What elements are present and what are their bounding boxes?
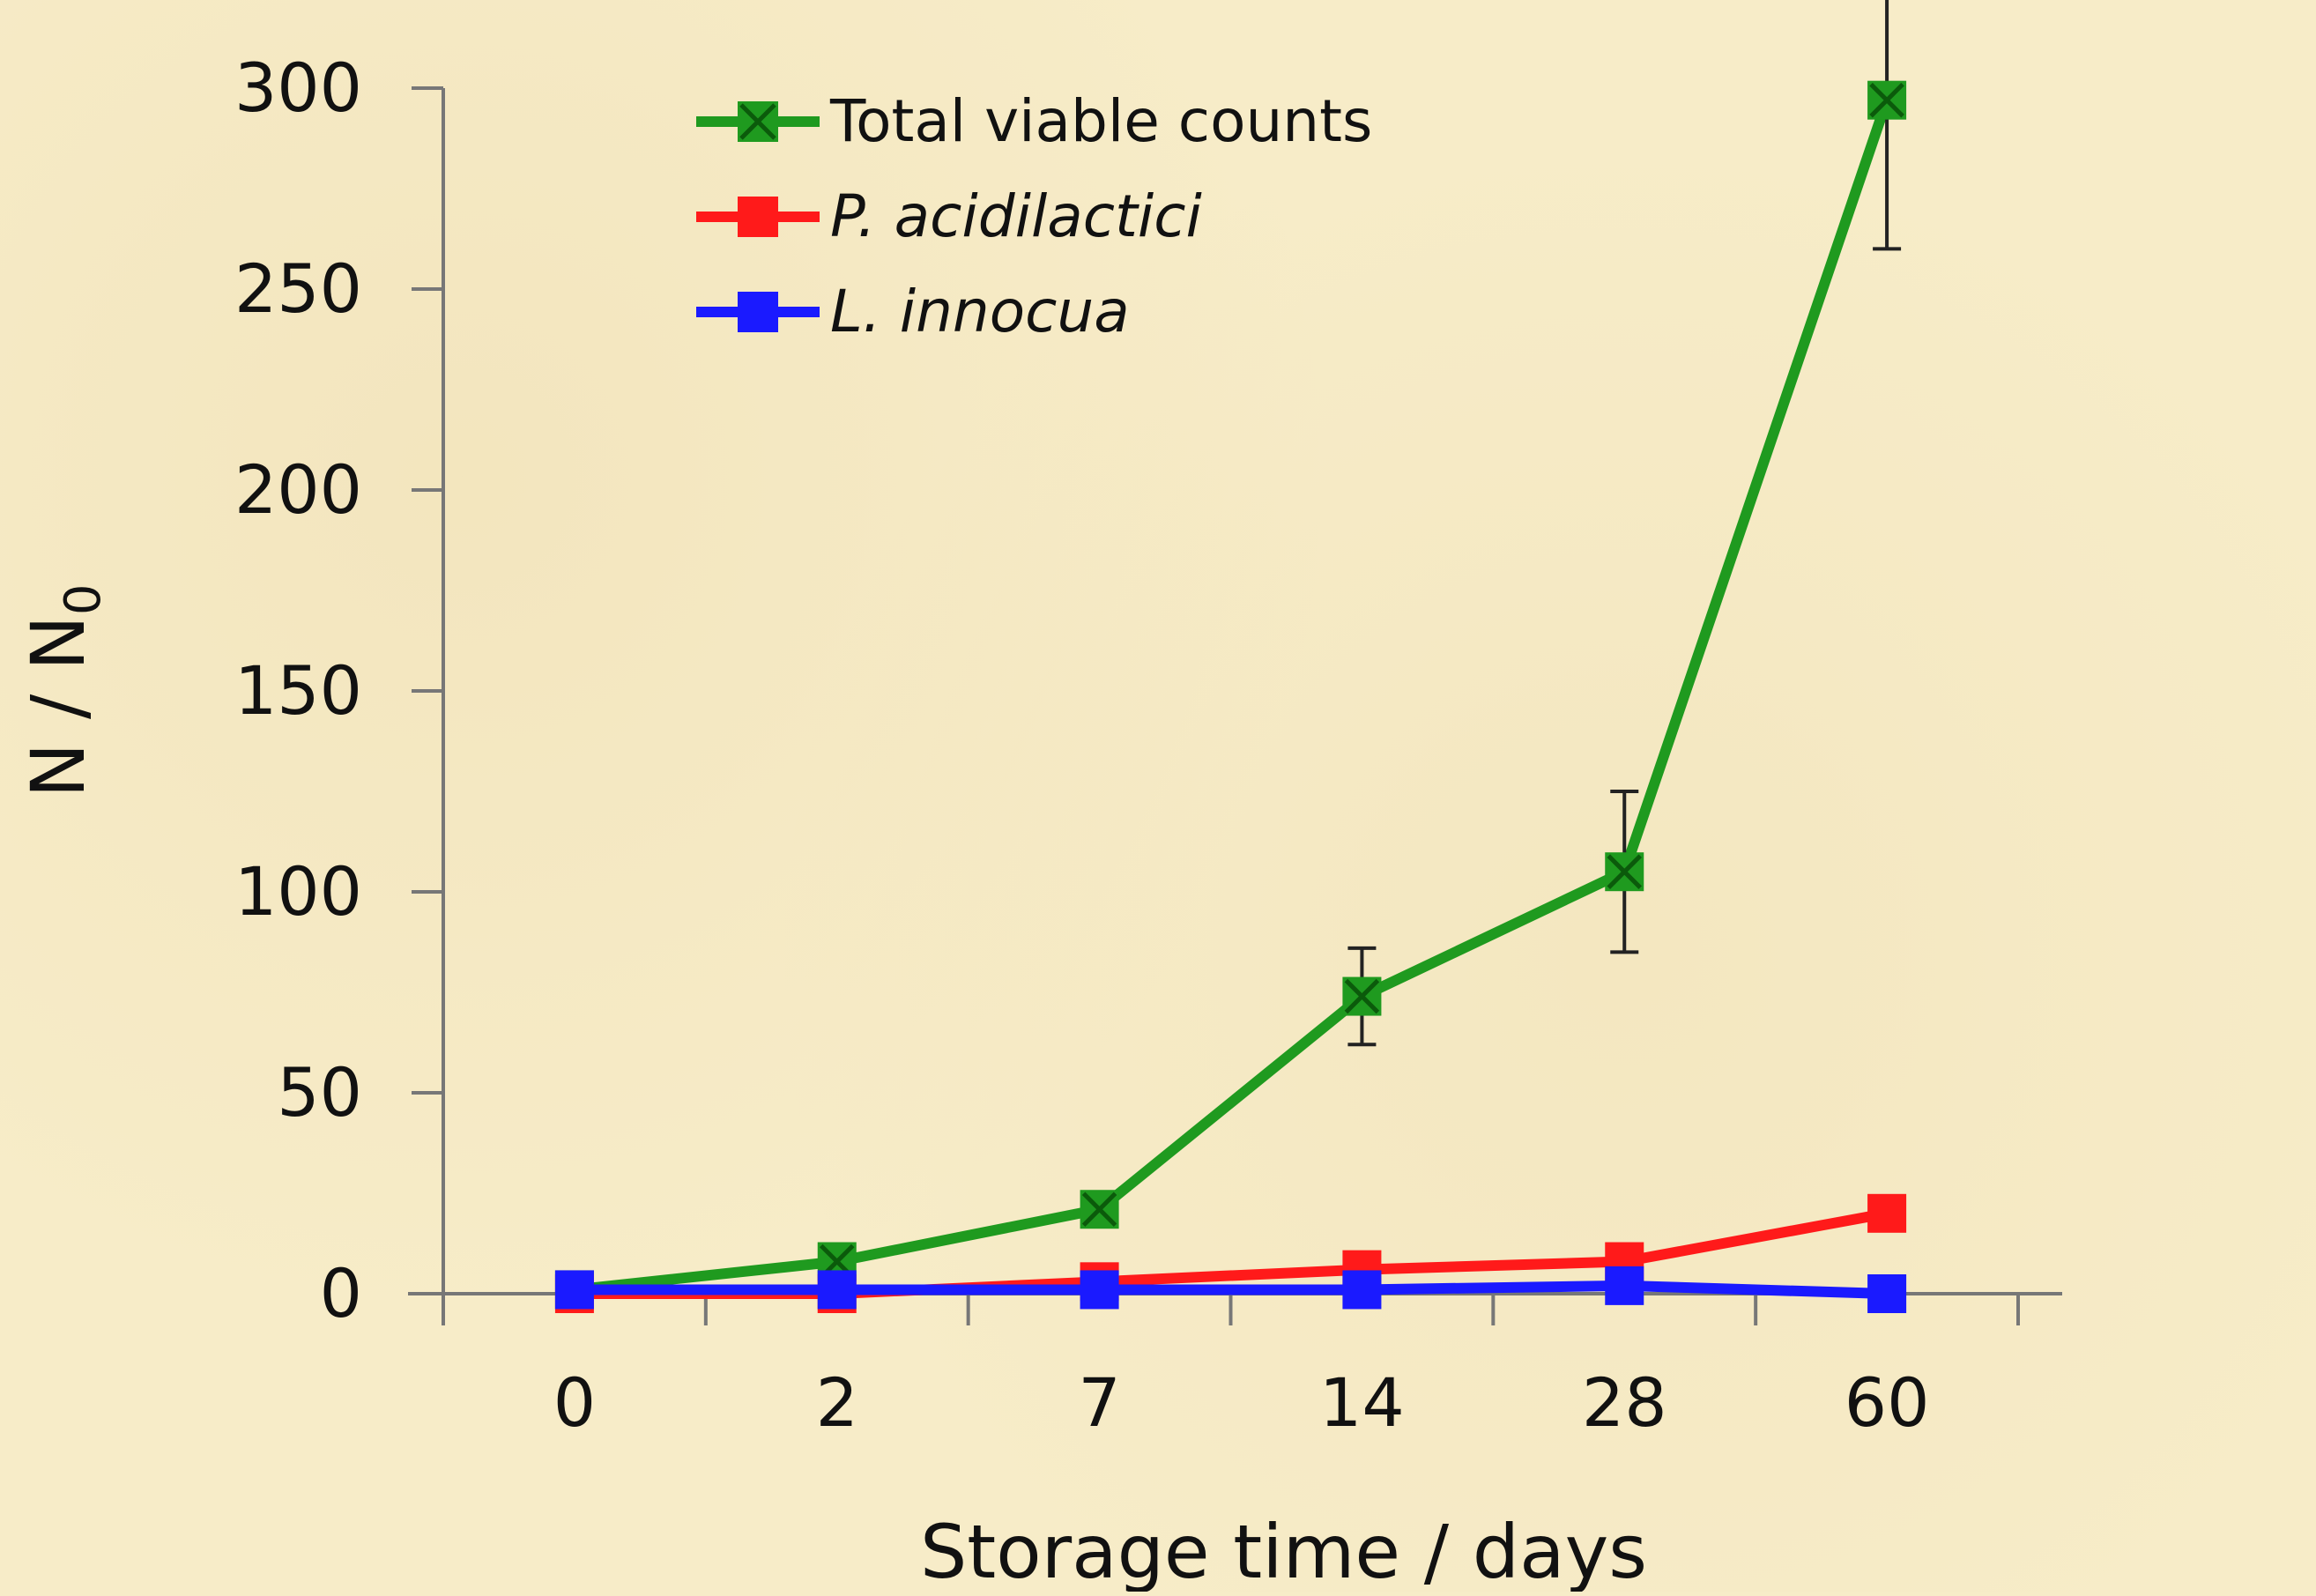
legend-item-0: Total viable counts [696,87,1372,155]
x-tick-label: 28 [1582,1363,1667,1442]
series-layer [554,0,1907,1313]
axes: 0 50 100 150 200 250 300 0 2 7 14 28 60 [234,48,2062,1442]
x-tick-label: 0 [553,1363,596,1442]
legend-item-2: L. innocua [696,278,1130,345]
y-tick-label: 300 [234,48,362,127]
data-point-marker [738,197,778,237]
legend: Total viable counts P. acidilactici L. inn… [696,87,1372,345]
data-point-marker [1867,1274,1907,1313]
data-point-marker [1080,1270,1119,1310]
data-point-marker [554,1270,594,1310]
data-point-x [1081,1191,1117,1228]
y-tick-label: 250 [234,249,362,328]
legend-label: L. innocua [830,278,1130,345]
data-point-x [1344,978,1380,1014]
y-tick-label: 200 [234,450,362,529]
data-point-x [1607,854,1643,889]
series-line [574,1207,1889,1299]
x-axis-title: Storage time / days [920,1509,1647,1592]
legend-label: P. acidilactici [830,182,1203,250]
data-point-marker [1605,1266,1644,1305]
series-line [574,98,1892,1295]
legend-label: Total viable counts [829,87,1372,155]
data-point-marker [738,292,778,332]
y-tick-label: 0 [320,1254,362,1332]
data-point-x [739,103,776,140]
y-axis-title-main: N / N [15,615,101,798]
data-point-marker [1342,1270,1382,1310]
x-tick-label: 7 [1078,1363,1120,1442]
x-tick-label: 60 [1845,1363,1930,1442]
y-axis-title-subscript: 0 [55,583,112,615]
series-2 [554,1266,1907,1313]
x-tick-label: 2 [816,1363,858,1442]
data-point-x [1869,82,1904,118]
y-tick-label: 150 [234,651,362,730]
y-tick-label: 50 [277,1053,362,1132]
series-0 [554,0,1907,1310]
data-point-marker [1867,1193,1907,1233]
y-axis-title: N / N0 [15,583,112,798]
series-line [574,1280,1888,1299]
data-point-marker [817,1270,857,1310]
legend-item-1: P. acidilactici [696,182,1203,250]
x-tick-label: 14 [1319,1363,1405,1442]
y-tick-label: 100 [234,852,362,931]
